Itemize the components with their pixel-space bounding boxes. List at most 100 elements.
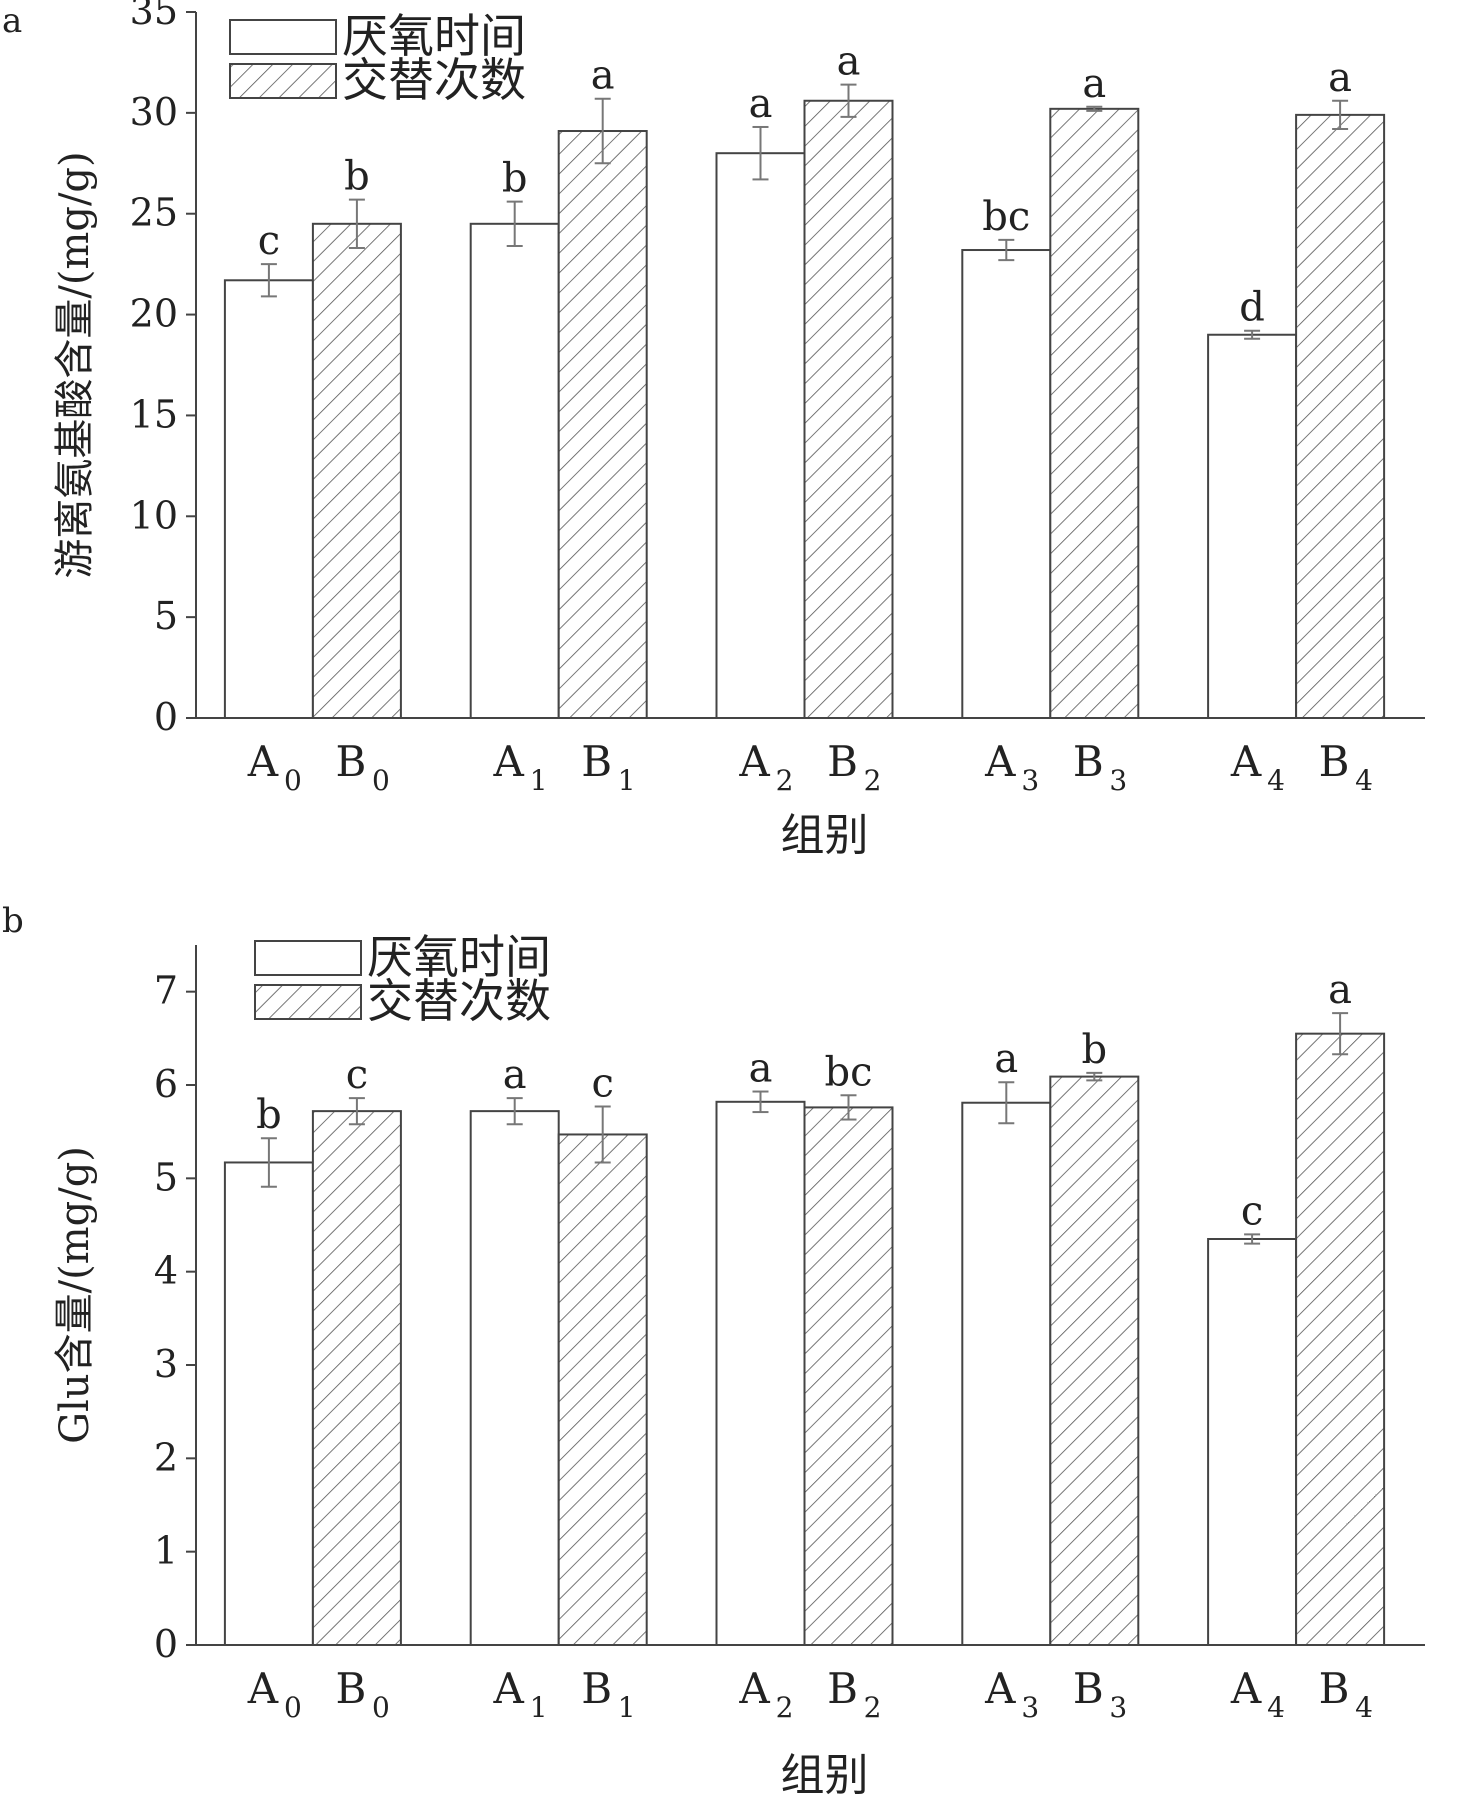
bar-anaerobic-2 bbox=[715, 1100, 806, 1647]
legend-swatch-anaerobic bbox=[254, 940, 362, 976]
panel-label: a bbox=[2, 1, 22, 41]
significance-letter: a bbox=[837, 39, 861, 85]
x-tick-label: B bbox=[1319, 737, 1350, 786]
significance-letter: c bbox=[591, 1060, 613, 1106]
significance-letter: a bbox=[503, 1052, 527, 1098]
legend-swatch-anaerobic bbox=[229, 19, 337, 55]
x-tick-label: A bbox=[738, 1664, 770, 1713]
significance-letter: a bbox=[591, 53, 615, 99]
x-tick-subscript: 1 bbox=[618, 764, 636, 797]
x-tick-subscript: 0 bbox=[372, 1691, 390, 1724]
y-tick-label: 2 bbox=[154, 1435, 178, 1479]
bar-alternation-4 bbox=[1295, 1032, 1386, 1646]
x-tick-label: B bbox=[335, 737, 366, 786]
bar-anaerobic-4 bbox=[1207, 1238, 1298, 1646]
bar-alternation-2 bbox=[803, 1106, 894, 1646]
y-tick-label: 0 bbox=[154, 695, 178, 739]
bar-alternation-3 bbox=[1049, 107, 1140, 719]
legend-label: 厌氧时间 bbox=[367, 930, 551, 984]
bar-anaerobic-3 bbox=[961, 249, 1052, 719]
x-tick-subscript: 3 bbox=[1021, 1691, 1039, 1724]
bar-alternation-0 bbox=[311, 222, 402, 720]
bar-alternation-3 bbox=[1049, 1075, 1140, 1646]
x-tick-label: B bbox=[1073, 1664, 1104, 1713]
bar-anaerobic-3 bbox=[961, 1101, 1052, 1646]
y-tick-label: 25 bbox=[130, 191, 178, 235]
significance-letter: b bbox=[344, 154, 370, 200]
x-tick-subscript: 4 bbox=[1355, 1691, 1373, 1724]
significance-letter: a bbox=[749, 81, 773, 127]
bar-alternation-2 bbox=[803, 99, 894, 720]
x-tick-label: A bbox=[1230, 1664, 1262, 1713]
x-tick-label: A bbox=[493, 737, 525, 786]
x-tick-label: A bbox=[984, 1664, 1016, 1713]
bar-anaerobic-1 bbox=[469, 222, 560, 720]
x-tick-subscript: 4 bbox=[1267, 764, 1285, 797]
significance-letter: a bbox=[1328, 967, 1352, 1013]
x-tick-subscript: 2 bbox=[776, 764, 794, 797]
y-tick-label: 7 bbox=[154, 969, 178, 1013]
x-tick-subscript: 0 bbox=[284, 1691, 302, 1724]
x-axis-title: 组别 bbox=[781, 1750, 869, 1801]
significance-letter: a bbox=[749, 1046, 773, 1092]
x-tick-label: A bbox=[1230, 737, 1262, 786]
y-tick-label: 30 bbox=[130, 90, 178, 134]
legend-label: 交替次数 bbox=[367, 974, 551, 1028]
x-tick-label: B bbox=[1073, 737, 1104, 786]
x-tick-label: B bbox=[1319, 1664, 1350, 1713]
significance-letter: b bbox=[502, 156, 528, 202]
x-axis-title: 组别 bbox=[781, 810, 869, 861]
legend-swatch-alternation bbox=[229, 63, 337, 99]
y-tick-label: 15 bbox=[130, 392, 178, 436]
y-tick-label: 1 bbox=[154, 1529, 178, 1573]
bar-anaerobic-0 bbox=[223, 1161, 314, 1646]
x-tick-label: B bbox=[827, 1664, 858, 1713]
bar-alternation-1 bbox=[557, 130, 648, 720]
y-tick-label: 20 bbox=[130, 292, 178, 336]
significance-letter: bc bbox=[982, 194, 1030, 240]
significance-letter: a bbox=[1328, 55, 1352, 101]
x-tick-subscript: 3 bbox=[1109, 764, 1127, 797]
bar-alternation-0 bbox=[311, 1110, 402, 1646]
bar-alternation-1 bbox=[557, 1133, 648, 1646]
x-tick-subscript: 3 bbox=[1021, 764, 1039, 797]
y-axis-title: 游离氨基酸含量/(mg/g) bbox=[52, 151, 98, 578]
bar-anaerobic-0 bbox=[223, 279, 314, 719]
y-tick-label: 5 bbox=[154, 1155, 178, 1199]
legend-label: 厌氧时间 bbox=[342, 9, 526, 63]
x-tick-label: A bbox=[247, 737, 279, 786]
panel-label: b bbox=[2, 901, 24, 941]
x-tick-subscript: 2 bbox=[776, 1691, 794, 1724]
y-tick-label: 4 bbox=[154, 1249, 178, 1293]
bar-anaerobic-1 bbox=[469, 1110, 560, 1646]
significance-letter: c bbox=[346, 1052, 368, 1098]
significance-letter: b bbox=[256, 1092, 282, 1138]
significance-letter: a bbox=[994, 1036, 1018, 1082]
x-tick-subscript: 1 bbox=[618, 1691, 636, 1724]
x-tick-label: B bbox=[335, 1664, 366, 1713]
x-tick-label: A bbox=[738, 737, 770, 786]
significance-letter: d bbox=[1239, 285, 1265, 331]
y-tick-label: 3 bbox=[154, 1342, 178, 1386]
significance-letter: b bbox=[1081, 1027, 1107, 1073]
significance-letter: a bbox=[1082, 61, 1106, 107]
x-tick-subscript: 4 bbox=[1355, 764, 1373, 797]
x-tick-subscript: 0 bbox=[372, 764, 390, 797]
bar-alternation-4 bbox=[1295, 113, 1386, 720]
x-tick-label: A bbox=[984, 737, 1016, 786]
legend-label: 交替次数 bbox=[342, 53, 526, 107]
significance-letter: c bbox=[258, 218, 280, 264]
x-tick-subscript: 1 bbox=[530, 764, 548, 797]
y-axis-title: Glu含量/(mg/g) bbox=[52, 1146, 98, 1444]
y-tick-label: 10 bbox=[130, 493, 178, 537]
x-tick-subscript: 2 bbox=[864, 1691, 882, 1724]
x-tick-label: B bbox=[827, 737, 858, 786]
x-tick-subscript: 3 bbox=[1109, 1691, 1127, 1724]
significance-letter: c bbox=[1241, 1188, 1263, 1234]
y-tick-label: 35 bbox=[130, 0, 178, 33]
bar-anaerobic-4 bbox=[1207, 333, 1298, 719]
x-tick-label: B bbox=[581, 1664, 612, 1713]
